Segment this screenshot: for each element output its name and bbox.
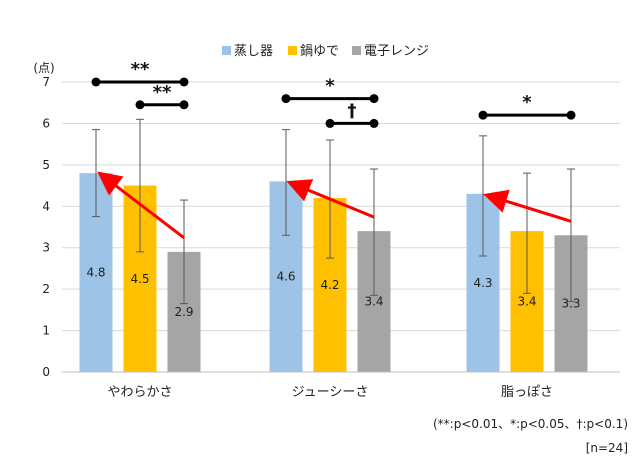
- trend-arrow: [97, 171, 185, 240]
- significance-dot: [566, 110, 576, 120]
- y-axis-label: (点): [33, 61, 54, 75]
- x-category-label: 脂っぽさ: [501, 385, 553, 400]
- significance-brackets: **** *† *: [91, 59, 576, 128]
- trend-arrow: [483, 189, 572, 223]
- significance-dot: [369, 118, 379, 128]
- legend-label: 電子レンジ: [364, 44, 429, 59]
- y-tick-label: 5: [42, 158, 50, 172]
- bars: [79, 173, 588, 372]
- sample-size: [n=24]: [586, 441, 628, 455]
- significance-mark: **: [153, 82, 172, 103]
- data-label: 4.8: [86, 266, 105, 280]
- data-label: 3.4: [364, 295, 383, 309]
- significance-dot: [369, 94, 379, 104]
- significance-dot: [91, 77, 101, 87]
- significance-mark: *: [325, 76, 335, 97]
- y-tick-label: 7: [42, 75, 50, 89]
- legend-swatch: [222, 46, 231, 55]
- y-tick-label: 0: [42, 365, 50, 379]
- significance-mark: *: [522, 92, 532, 113]
- significance-dot: [478, 110, 488, 120]
- y-tick-label: 3: [42, 241, 50, 255]
- significance-dot: [179, 77, 189, 87]
- y-tick-label: 2: [42, 282, 50, 296]
- y-tick-label: 6: [42, 116, 50, 130]
- data-label: 3.3: [561, 297, 580, 311]
- axes: 0 1 2 3 4 5 6 7 やわらかさ ジューシーさ 脂っぽさ: [42, 75, 620, 400]
- trend-arrows: [97, 171, 572, 240]
- data-label: 2.9: [174, 305, 193, 319]
- x-category-label: やわらかさ: [107, 385, 172, 400]
- y-tick-label: 4: [42, 199, 50, 213]
- significance-dot: [179, 100, 189, 110]
- legend-swatch: [352, 46, 361, 55]
- data-label: 4.2: [320, 278, 339, 292]
- significance-dot: [135, 100, 145, 110]
- legend-label: 蒸し器: [234, 44, 273, 59]
- y-tick-label: 1: [42, 324, 50, 338]
- significance-dot: [281, 94, 291, 104]
- legend: 蒸し器 鍋ゆで 電子レンジ: [222, 43, 429, 59]
- significance-mark: †: [348, 100, 357, 121]
- x-category-label: ジューシーさ: [292, 385, 369, 400]
- data-label: 4.5: [130, 272, 149, 286]
- data-labels: 4.8 4.6 4.3 4.5 4.2 3.4 2.9 3.4 3.3: [86, 266, 580, 319]
- significance-dot: [325, 118, 335, 128]
- footnote: (**:p<0.01、*:p<0.05、†:p<0.1): [433, 417, 628, 431]
- data-label: 3.4: [517, 295, 536, 309]
- trend-arrow: [286, 179, 375, 219]
- significance-mark: **: [131, 59, 150, 80]
- legend-label: 鍋ゆで: [300, 43, 339, 59]
- data-label: 4.6: [276, 270, 295, 284]
- legend-swatch: [288, 46, 297, 55]
- data-label: 4.3: [473, 276, 492, 290]
